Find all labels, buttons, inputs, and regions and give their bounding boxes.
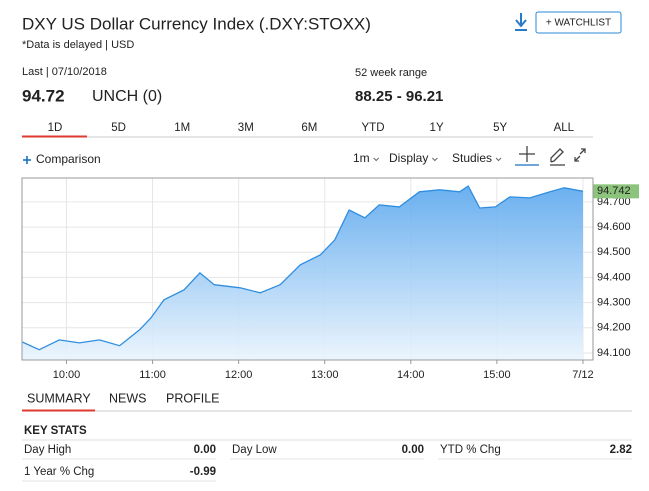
section-tab[interactable]: NEWS [109, 391, 147, 405]
price: 94.72 [22, 86, 65, 105]
toolbar-interval[interactable]: 1m [353, 151, 370, 165]
y-tick-label: 94.700 [597, 196, 631, 208]
period-tab[interactable]: ALL [554, 122, 575, 134]
period-tab[interactable]: YTD [362, 122, 385, 134]
section-tab[interactable]: SUMMARY [27, 391, 91, 405]
period-tab[interactable]: 1Y [430, 122, 444, 134]
period-tab[interactable]: 6M [301, 122, 317, 134]
x-tick-label: 7/12 [572, 369, 593, 381]
period-tab[interactable]: 3M [238, 122, 254, 134]
stat-value: 0.00 [402, 444, 424, 456]
stat-label: Day High [24, 444, 71, 456]
y-tick-label: 94.600 [597, 221, 631, 233]
period-tab[interactable]: 1D [48, 122, 63, 134]
toolbar-studies[interactable]: Studies [452, 151, 492, 165]
y-tick-label: 94.100 [597, 347, 631, 359]
watchlist-label[interactable]: + WATCHLIST [546, 18, 611, 29]
chevron [432, 157, 438, 162]
delay-note: *Data is delayed | USD [22, 39, 134, 51]
plot-frame [21, 177, 594, 361]
chevron [373, 157, 380, 162]
change: UNCH (0) [92, 88, 162, 105]
comparison[interactable]: Comparison [36, 152, 101, 166]
comparison-plus [23, 156, 31, 164]
x-tick-label: 14:00 [397, 369, 425, 381]
toolbar-display[interactable]: Display [389, 151, 428, 165]
download-icon[interactable] [515, 13, 527, 31]
stat-value: -0.99 [190, 466, 216, 478]
period-tab[interactable]: 1M [174, 122, 190, 134]
toolbar-icons [515, 146, 586, 166]
x-tick-label: 15:00 [483, 369, 511, 381]
stat-label: 1 Year % Chg [24, 466, 94, 478]
title: DXY US Dollar Currency Index (.DXY:STOXX… [22, 14, 371, 33]
stat-value: 2.82 [610, 444, 632, 456]
last-value-label: 94.742 [597, 185, 631, 197]
x-tick-label: 12:00 [225, 369, 253, 381]
chevron [495, 157, 502, 162]
last-label: Last | 07/10/2018 [22, 66, 107, 78]
stat-label: Day Low [232, 444, 277, 456]
watchlist-button[interactable] [535, 11, 622, 34]
stat-value: 0.00 [194, 444, 216, 456]
y-tick-label: 94.500 [597, 246, 631, 258]
section-tab[interactable]: PROFILE [166, 391, 220, 405]
period-tab[interactable]: 5D [111, 122, 126, 134]
y-tick-label: 94.200 [597, 322, 631, 334]
last-value-badge [593, 184, 639, 199]
range: 88.25 - 96.21 [355, 88, 443, 105]
draw-icon[interactable] [550, 148, 564, 163]
x-tick-label: 13:00 [311, 369, 339, 381]
stat-label: YTD % Chg [440, 444, 501, 456]
x-tick-label: 10:00 [53, 369, 81, 381]
y-tick-label: 94.400 [597, 271, 631, 283]
key-stats-title: KEY STATS [24, 425, 87, 437]
range-label: 52 week range [355, 67, 427, 79]
x-tick-label: 11:00 [139, 369, 166, 381]
period-tab[interactable]: 5Y [493, 122, 507, 134]
area [22, 186, 583, 360]
y-tick-label: 94.300 [597, 297, 631, 309]
line [21, 185, 584, 351]
